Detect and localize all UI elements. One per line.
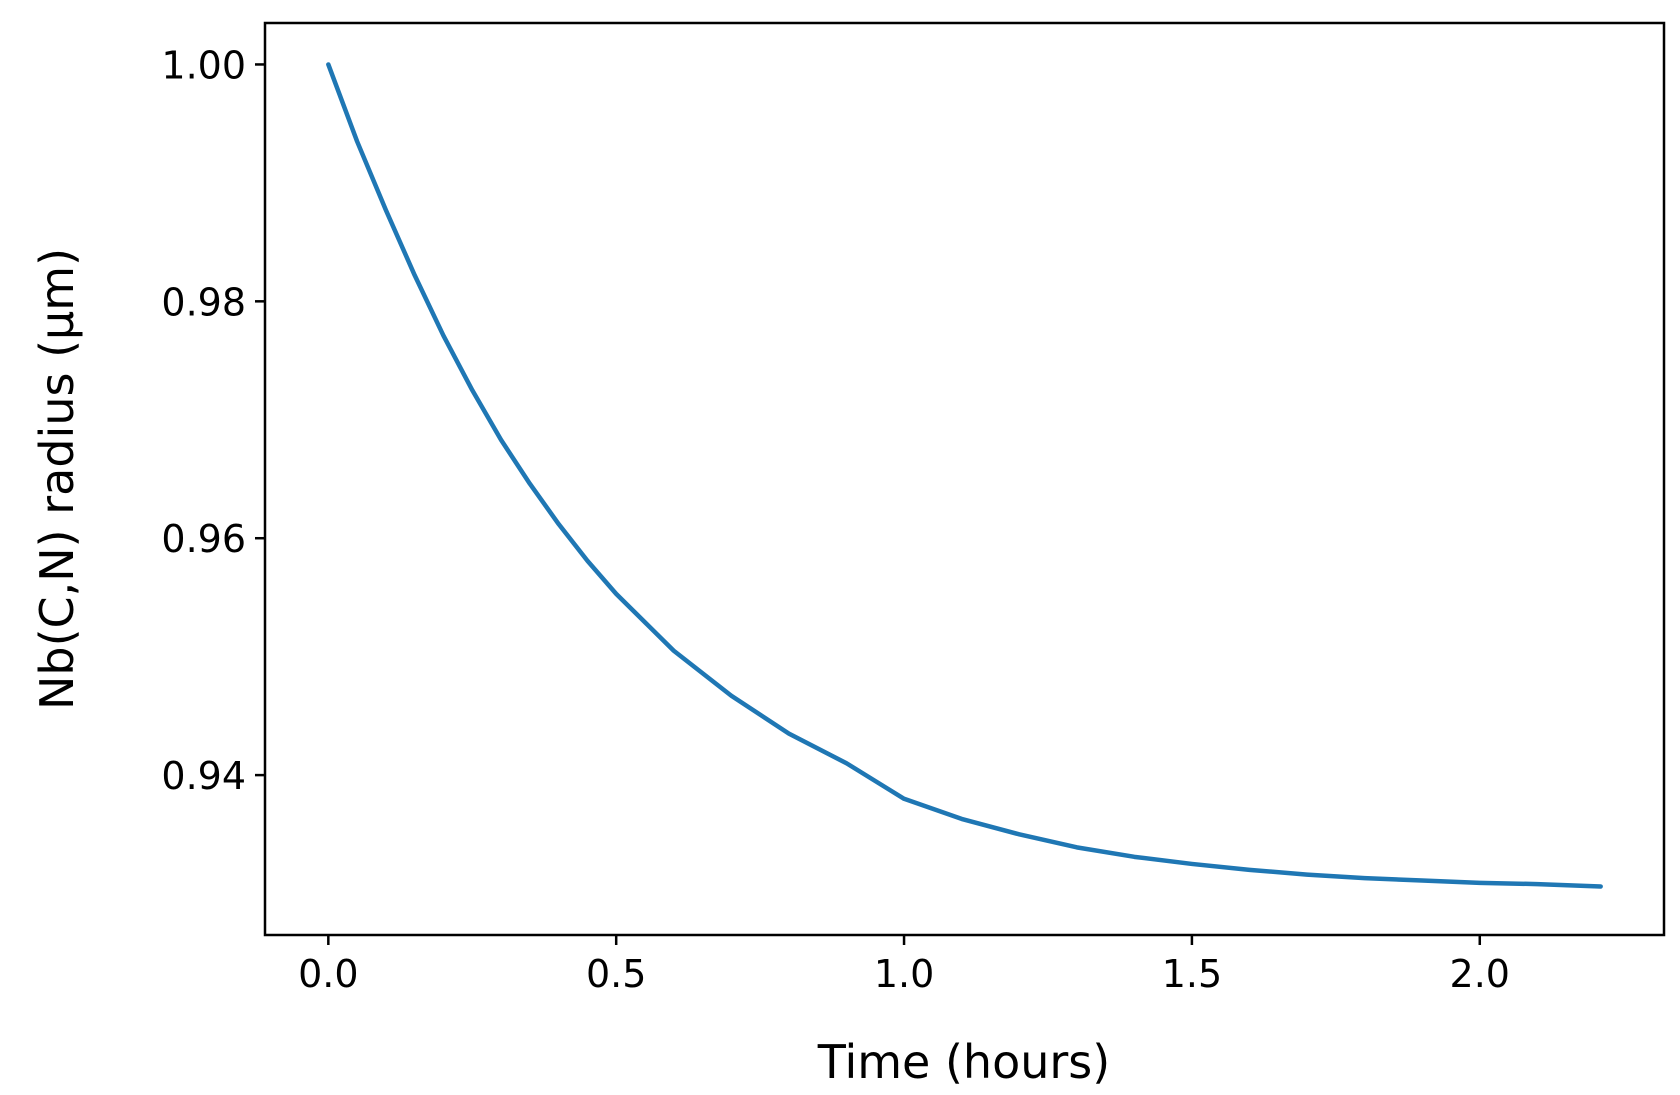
series-layer bbox=[326, 62, 1603, 889]
x-tick-label: 2.0 bbox=[1450, 952, 1510, 996]
y-tick-label: 0.94 bbox=[161, 754, 246, 798]
x-tick-label: 1.0 bbox=[874, 952, 934, 996]
x-axis-ticks: 0.0 0.5 1.0 1.5 2.0 bbox=[298, 935, 1510, 996]
series-line-0 bbox=[326, 62, 1603, 889]
x-tick-label: 0.5 bbox=[586, 952, 646, 996]
plot-frame bbox=[263, 21, 1666, 937]
x-tick-label: 0.0 bbox=[298, 952, 358, 996]
y-tick-label: 0.96 bbox=[161, 517, 246, 561]
x-axis-label: Time (hours) bbox=[817, 1035, 1110, 1089]
y-axis-ticks: 0.94 0.96 0.98 1.00 bbox=[161, 43, 265, 798]
x-tick-label: 1.5 bbox=[1162, 952, 1222, 996]
y-tick-label: 1.00 bbox=[161, 43, 246, 87]
y-tick-label: 0.98 bbox=[161, 280, 246, 324]
y-axis-label: Nb(C,N) radius (μm) bbox=[30, 248, 84, 710]
